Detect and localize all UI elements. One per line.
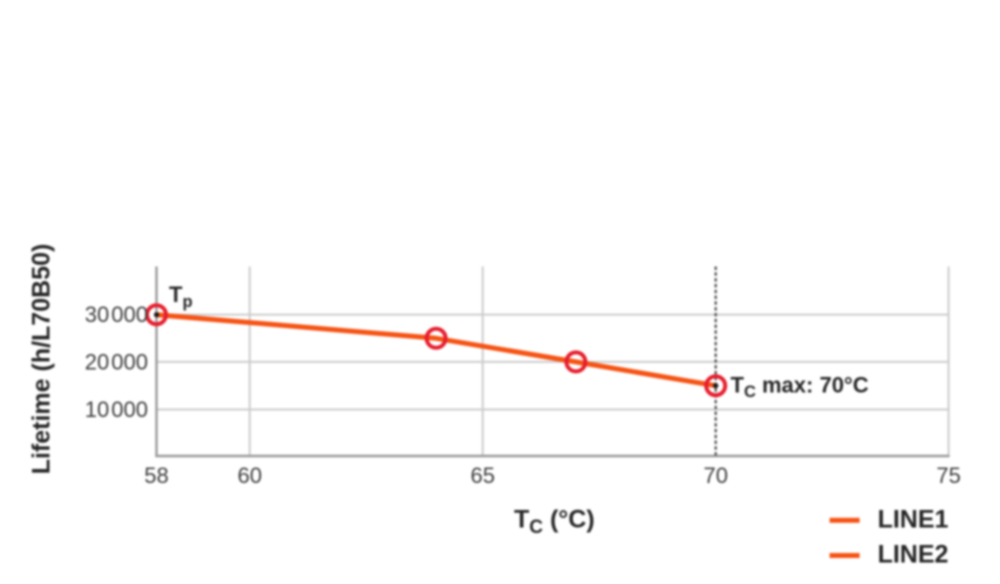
svg-text:70: 70 (703, 463, 727, 488)
svg-text:LINE1: LINE1 (878, 506, 949, 534)
svg-text:TC (°C): TC (°C) (514, 506, 595, 539)
svg-text:TC max: 70°C: TC max: 70°C (731, 373, 869, 402)
svg-text:LINE2: LINE2 (878, 541, 949, 569)
svg-text:60: 60 (237, 463, 261, 488)
svg-text:Lifetime (h/L70B50): Lifetime (h/L70B50) (28, 244, 56, 475)
svg-text:30000: 30000 (85, 302, 148, 327)
svg-text:58: 58 (144, 463, 168, 488)
svg-text:20000: 20000 (85, 349, 148, 374)
svg-text:Tp: Tp (169, 282, 193, 311)
svg-text:65: 65 (470, 463, 494, 488)
svg-text:75: 75 (936, 463, 960, 488)
svg-text:10000: 10000 (85, 397, 148, 422)
